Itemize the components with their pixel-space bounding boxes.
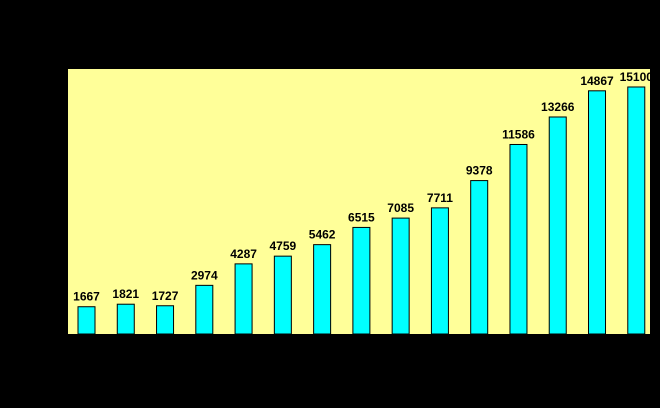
data-label-3: 1727 — [152, 289, 179, 303]
bar-12 — [509, 143, 528, 335]
data-label-14: 14867 — [580, 74, 614, 88]
bar-7 — [313, 244, 332, 335]
bar-10 — [430, 207, 449, 335]
data-label-15: 15100 — [620, 70, 654, 84]
bar-8 — [352, 226, 371, 335]
bar-11 — [470, 180, 489, 335]
bar-9 — [391, 217, 410, 335]
data-label-2: 1821 — [112, 287, 139, 301]
data-label-6: 4759 — [269, 239, 296, 253]
data-labels-layer: 1667 1821 1727 2974 4287 4759 5462 6515 7085 7711… — [73, 70, 653, 304]
bar-13 — [548, 116, 567, 335]
data-label-5: 4287 — [230, 247, 257, 261]
bar-2 — [116, 303, 135, 335]
bar-5 — [234, 263, 253, 335]
data-label-8: 6515 — [348, 210, 375, 224]
bar-14 — [588, 90, 607, 335]
data-label-12: 11586 — [502, 127, 535, 141]
bar-6 — [273, 255, 292, 335]
data-label-9: 7085 — [387, 201, 414, 215]
bar-15 — [627, 86, 646, 335]
data-label-10: 7711 — [427, 191, 453, 205]
bars-layer — [77, 86, 646, 335]
bar-3 — [156, 305, 175, 335]
data-label-4: 2974 — [191, 268, 218, 282]
bar-4 — [195, 284, 214, 335]
data-label-1: 1667 — [73, 290, 100, 304]
data-label-13: 13266 — [541, 100, 575, 114]
data-label-11: 9378 — [466, 164, 493, 178]
data-label-7: 5462 — [309, 228, 336, 242]
bar-1 — [77, 306, 96, 335]
